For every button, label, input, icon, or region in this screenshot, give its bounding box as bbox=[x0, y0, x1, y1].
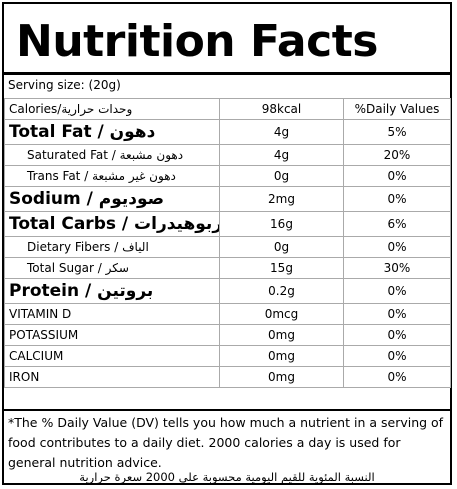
nutrient-amount: 0g bbox=[219, 236, 344, 258]
nutrient-dv: 30% bbox=[343, 257, 451, 279]
arabic-footnote: النسبة المئوية للقيم اليومية محسوبة على … bbox=[79, 470, 375, 484]
nutrient-label: Protein / بروتين bbox=[4, 278, 220, 304]
calories-amount: 98kcal bbox=[219, 98, 344, 120]
table-row: Protein / بروتين 0.2g 0% bbox=[4, 278, 451, 304]
nutrient-dv: 0% bbox=[343, 236, 451, 258]
nutrient-dv: 5% bbox=[343, 119, 451, 145]
nutrient-dv: 0% bbox=[343, 366, 451, 388]
nutrient-label: Trans Fat / دهون غير مشبعة bbox=[4, 165, 220, 187]
nutrient-dv: 0% bbox=[343, 278, 451, 304]
table-row: Dietary Fibers / الياف 0g 0% bbox=[4, 236, 451, 258]
table-row: Saturated Fat / دهون مشبعة 4g 20% bbox=[4, 144, 451, 166]
nutrient-label: VITAMIN D bbox=[4, 303, 220, 325]
nutrient-amount: 16g bbox=[219, 211, 344, 237]
daily-value-footnote: *The % Daily Value (DV) tells you how mu… bbox=[4, 409, 450, 470]
nutrient-label: POTASSIUM bbox=[4, 324, 220, 346]
nutrient-label: Total Sugar / سكر bbox=[4, 257, 220, 279]
nutrition-table: Calories/وحدات حرارية 98kcal %Daily Valu… bbox=[4, 98, 451, 388]
table-row: Total Fat / دهون 4g 5% bbox=[4, 119, 451, 145]
page-title: Nutrition Facts bbox=[16, 16, 378, 67]
nutrient-dv: 0% bbox=[343, 165, 451, 187]
nutrient-amount: 2mg bbox=[219, 186, 344, 212]
nutrient-amount: 4g bbox=[219, 119, 344, 145]
table-row: Total Sugar / سكر 15g 30% bbox=[4, 257, 451, 279]
nutrient-label: Saturated Fat / دهون مشبعة bbox=[4, 144, 220, 166]
table-row: POTASSIUM 0mg 0% bbox=[4, 324, 451, 346]
header-row: Calories/وحدات حرارية 98kcal %Daily Valu… bbox=[4, 98, 451, 120]
table-row: IRON 0mg 0% bbox=[4, 366, 451, 388]
nutrient-label: Total Fat / دهون bbox=[4, 119, 220, 145]
table-row: CALCIUM 0mg 0% bbox=[4, 345, 451, 367]
title-divider bbox=[4, 72, 450, 75]
nutrient-label: Sodium / صوديوم bbox=[4, 186, 220, 212]
table-row: Sodium / صوديوم 2mg 0% bbox=[4, 186, 451, 212]
nutrient-amount: 0mg bbox=[219, 366, 344, 388]
nutrient-label: Total Carbs / كربوهيدرات bbox=[4, 211, 220, 237]
nutrient-label: IRON bbox=[4, 366, 220, 388]
nutrient-dv: 6% bbox=[343, 211, 451, 237]
nutrient-label: CALCIUM bbox=[4, 345, 220, 367]
nutrient-dv: 20% bbox=[343, 144, 451, 166]
nutrient-amount: 0mcg bbox=[219, 303, 344, 325]
nutrition-facts-panel: Nutrition Facts Serving size: (20g) Calo… bbox=[2, 2, 452, 485]
nutrient-dv: 0% bbox=[343, 186, 451, 212]
daily-values-header: %Daily Values bbox=[343, 98, 451, 120]
nutrient-amount: 0g bbox=[219, 165, 344, 187]
nutrient-amount: 15g bbox=[219, 257, 344, 279]
table-row: Trans Fat / دهون غير مشبعة 0g 0% bbox=[4, 165, 451, 187]
table-row: Total Carbs / كربوهيدرات 16g 6% bbox=[4, 211, 451, 237]
nutrient-amount: 0.2g bbox=[219, 278, 344, 304]
nutrient-dv: 0% bbox=[343, 324, 451, 346]
nutrient-amount: 4g bbox=[219, 144, 344, 166]
table-row: VITAMIN D 0mcg 0% bbox=[4, 303, 451, 325]
nutrient-dv: 0% bbox=[343, 345, 451, 367]
nutrient-amount: 0mg bbox=[219, 345, 344, 367]
serving-size: Serving size: (20g) bbox=[8, 78, 121, 92]
nutrient-amount: 0mg bbox=[219, 324, 344, 346]
nutrient-dv: 0% bbox=[343, 303, 451, 325]
nutrient-label: Dietary Fibers / الياف bbox=[4, 236, 220, 258]
calories-label: Calories/وحدات حرارية bbox=[4, 98, 220, 120]
